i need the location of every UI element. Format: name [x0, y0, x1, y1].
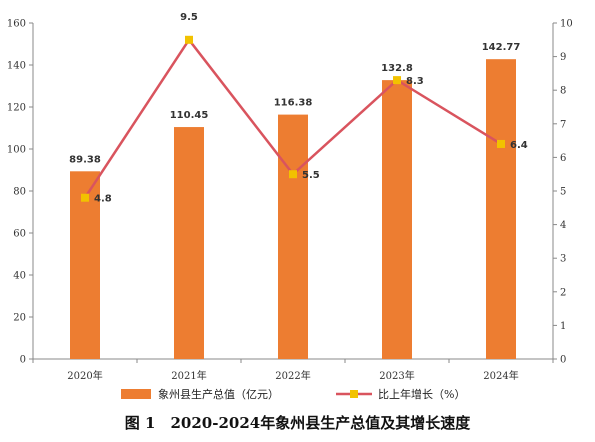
bar-value-label: 110.45	[170, 110, 209, 121]
figure-caption: 图 1 2020-2024年象州县生产总值及其增长速度	[0, 412, 595, 433]
bar	[278, 114, 308, 360]
y-right-tick-label: 1	[560, 321, 566, 332]
bar-value-label: 89.38	[69, 154, 101, 165]
legend-swatch-bar	[121, 389, 151, 399]
y-left-tick-label: 80	[13, 187, 26, 198]
y-right-tick-label: 5	[560, 187, 566, 198]
growth-point	[497, 139, 505, 148]
caption-title: 2020-2024年象州县生产总值及其增长速度	[170, 414, 471, 432]
x-tick-label: 2023年	[379, 369, 414, 382]
bar-value-label: 132.8	[381, 63, 413, 74]
chart: 0 20 40 60 80 100 120 140 160 0 1 2 3 4 5 6 7 8 9 10 2020年 20…	[7, 12, 573, 401]
y-left-tick-label: 100	[7, 145, 26, 156]
y-right-tick-label: 7	[560, 119, 566, 130]
y-right-tick-label: 3	[560, 254, 566, 265]
legend-label-line: 比上年增长（%）	[378, 387, 465, 401]
y-right-tick-label: 6	[560, 153, 566, 164]
y-right-tick-label: 0	[560, 355, 566, 366]
legend-label-bar: 象州县生产总值（亿元）	[158, 387, 279, 401]
bar	[70, 171, 100, 359]
growth-point	[81, 193, 89, 202]
y-left-tick-label: 120	[7, 103, 26, 114]
caption-figure-number: 图 1	[124, 414, 156, 432]
bar	[486, 59, 516, 360]
growth-point	[185, 35, 193, 44]
bar	[174, 127, 204, 360]
y-right-tick-label: 10	[560, 19, 573, 30]
legend-swatch-marker	[350, 390, 358, 398]
y-right-tick-label: 4	[560, 220, 566, 231]
x-tick-label: 2021年	[171, 369, 206, 382]
y-left-tick-label: 0	[20, 355, 26, 366]
bar-value-label: 142.77	[482, 42, 521, 53]
y-right-tick-label: 8	[560, 86, 566, 97]
y-left-tick-label: 20	[13, 313, 26, 324]
y-left-tick-label: 160	[7, 19, 26, 30]
y-right-tick-label: 9	[560, 52, 566, 63]
x-tick-label: 2020年	[67, 369, 102, 382]
growth-value-label: 6.4	[510, 140, 528, 151]
growth-value-label: 8.3	[406, 76, 424, 87]
bar-value-label: 116.38	[274, 98, 313, 109]
growth-point	[289, 170, 297, 179]
y-left-tick-label: 140	[7, 61, 26, 72]
y-left-tick-label: 40	[13, 271, 26, 282]
growth-point	[393, 76, 401, 85]
x-tick-label: 2022年	[275, 369, 310, 382]
growth-value-label: 5.5	[302, 170, 320, 181]
growth-value-label: 9.5	[180, 12, 198, 23]
y-left-tick-label: 60	[13, 229, 26, 240]
growth-value-label: 4.8	[94, 194, 112, 205]
x-tick-label: 2024年	[483, 369, 518, 382]
bar	[382, 80, 412, 360]
y-right-tick-label: 2	[560, 287, 566, 298]
